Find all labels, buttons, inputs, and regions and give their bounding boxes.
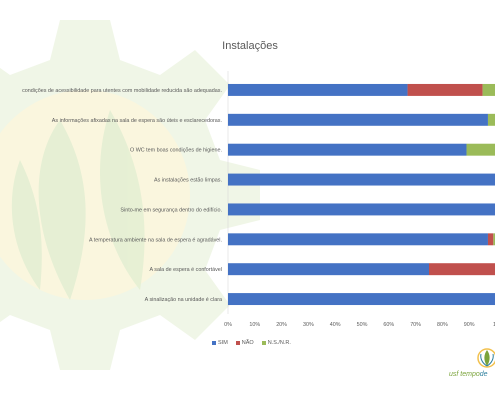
legend-label-nao: NÃO — [241, 340, 254, 346]
category-label: Sinto-me em segurança dentro do edifício… — [120, 207, 222, 213]
usf-logo-icon — [477, 348, 495, 368]
bar-segment-ns — [482, 83, 495, 96]
category-label: condições de acessibilidade para utentes… — [22, 88, 222, 94]
chart-legend: SIM NÃO N.S./N.R. — [212, 340, 291, 346]
x-tick-label: 70% — [410, 322, 421, 328]
bar-segment-sim — [228, 113, 488, 126]
legend-label-sim: SIM — [218, 340, 228, 346]
bar-segment-sim — [228, 203, 495, 216]
bar-segment-ns — [493, 233, 495, 246]
category-label: As instalações estão limpas. — [154, 178, 222, 184]
x-tick-label: 0% — [224, 322, 232, 328]
bar-segment-ns — [487, 113, 495, 126]
x-tick-label: 60% — [383, 322, 394, 328]
legend-swatch-sim — [212, 341, 216, 345]
logo-text-accent: de — [479, 371, 488, 378]
category-label: A sinalização na unidade é clara — [145, 297, 222, 303]
x-tick-label: 40% — [330, 322, 341, 328]
legend-item-ns: N.S./N.R. — [261, 340, 291, 346]
legend-swatch-ns — [261, 341, 266, 345]
x-tick-label: 20% — [276, 322, 287, 328]
category-label: A temperatura ambiente na sala de espera… — [89, 237, 222, 243]
category-label: O WC tem boas condições de higiene. — [130, 148, 222, 154]
bar-segment-ns — [466, 143, 495, 156]
x-tick-label: 90% — [464, 322, 475, 328]
x-tick-label: 30% — [303, 322, 314, 328]
category-label: As informações afixadas na sala de esper… — [52, 118, 222, 124]
bar-segment-sim — [228, 233, 488, 246]
legend-item-nao: NÃO — [235, 340, 254, 346]
chart-title: Instalações — [222, 40, 278, 52]
x-tick-label: 10% — [249, 322, 260, 328]
legend-label-ns: N.S./N.R. — [267, 340, 291, 346]
logo-text-main: usf tempo — [449, 371, 480, 378]
x-tick-label: 50% — [357, 322, 368, 328]
bar-segment-nao — [429, 263, 495, 276]
bar-segment-sim — [228, 263, 429, 276]
bar-segment-sim — [228, 173, 495, 186]
bar-segment-sim — [228, 143, 467, 156]
bar-segment-nao — [407, 83, 483, 96]
bar-segment-sim — [228, 83, 408, 96]
bar-segment-sim — [228, 293, 495, 306]
legend-item-sim: SIM — [212, 340, 228, 346]
x-tick-label: 10 — [493, 322, 495, 328]
bar-segment-nao — [487, 233, 494, 246]
category-label: A sala de espera é confortável — [149, 267, 222, 273]
logo-text: usf tempode — [449, 371, 488, 378]
x-tick-label: 80% — [437, 322, 448, 328]
legend-swatch-nao — [235, 341, 240, 345]
